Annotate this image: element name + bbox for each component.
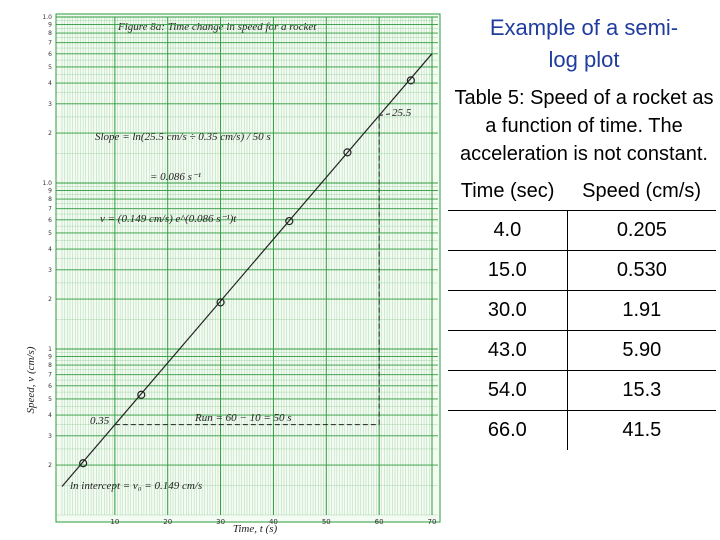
table-cell: 54.0 [448,370,568,411]
panel: Example of a semi-log plot Table 5: Spee… [448,0,720,540]
y-tick-label: 4 [48,246,52,253]
y-tick-label: 2 [48,296,52,303]
y-tick-label: 8 [48,30,52,37]
y-tick-label: 8 [48,196,52,203]
data-point [285,216,294,226]
y-tick-label: 9 [48,354,52,361]
y-tick-label: 5 [48,396,52,403]
annotation: = 0.086 s⁻¹ [150,171,201,183]
y-tick-label: 6 [48,383,52,390]
data-point [216,298,225,307]
y-tick-label: 6 [48,217,52,224]
y-tick-label: 4 [48,412,52,419]
fit-line [61,53,433,487]
data-table: Time (sec) Speed (cm/s) 4.0 0.205 15.0 0.530 3… [448,176,716,450]
annotation: Slope = ln(25.5 cm/s ÷ 0.35 cm/s) / 50 s [95,131,271,143]
x-tick-label: 30 [216,518,225,526]
y-tick-label: 3 [48,433,52,440]
y-tick-label: 8 [48,362,52,369]
y-tick-label: 7 [48,372,52,379]
x-tick-label: 60 [375,518,384,526]
table-row: 15.0 0.530 [448,250,716,291]
data-point [79,459,88,468]
caption-text: : Speed of a rocket as a function of tim… [460,87,714,165]
y-tick-label: 7 [48,206,52,213]
y-tick-label: 9 [48,22,52,29]
y-tick-label: 1.0 [42,14,52,21]
x-tick-label: 10 [110,518,119,526]
annotation: 0.35 [90,415,110,427]
table-row: 66.0 41.5 [448,410,716,450]
table-cell: 30.0 [448,290,568,331]
table-cell: 15.0 [448,250,568,291]
caption: Table 5: Speed of a rocket as a function… [448,84,720,168]
y-tick-label: 3 [48,101,52,108]
slide-title: Example of a semi-log plot [489,15,679,72]
table-cell: 41.5 [567,410,716,450]
x-tick-label: 50 [322,518,331,526]
y-axis-label: Speed, v (cm/s) [25,346,37,413]
table-cell: 15.3 [567,370,716,411]
header-row: Time (sec) Speed (cm/s) [448,176,716,211]
y-tick-label: 5 [48,230,52,237]
y-tick-label: 6 [48,51,52,58]
table-row: 4.0 0.205 [448,210,716,251]
x-tick-label: 20 [163,518,172,526]
table-row: 43.0 5.90 [448,330,716,371]
table-cell: 4.0 [448,210,568,251]
table-cell: 1.91 [567,290,716,331]
y-tick-label: 2 [48,130,52,137]
y-tick-label: 4 [48,80,52,87]
header-cell: Speed (cm/s) [582,180,702,202]
paper [55,13,441,523]
figure-title: Figure 8a: Time change in speed for a ro… [117,21,317,33]
graph-paper: Figure 8a: Time change in speed for a ro… [25,13,441,535]
annotation: ln intercept = v₀ = 0.149 cm/s [70,480,202,492]
rise-line [379,113,393,117]
y-tick-label: 7 [48,40,52,47]
y-tick-label: 2 [48,462,52,469]
annotation: Run = 60 − 10 = 50 s [194,412,292,424]
y-tick-label: 5 [48,64,52,71]
header-cell: Time (sec) [460,180,555,202]
y-tick-label: 1.0 [42,180,52,187]
y-tick-label: 1 [48,346,52,353]
annotation: 25.5 [392,107,412,119]
table-cell: 43.0 [448,330,568,371]
x-axis-label: Time, t (s) [233,523,278,535]
y-tick-label: 3 [48,267,52,274]
data-point [406,76,415,85]
annotation: v = (0.149 cm/s) e^(0.086 s⁻¹)t [100,213,237,225]
y-tick-label: 9 [48,188,52,195]
caption-label: Table 5 [454,87,519,109]
data-point [137,390,146,399]
table-cell: 5.90 [567,330,716,371]
x-tick-label: 70 [428,518,437,526]
x-tick-label: 40 [269,518,278,526]
table-cell: 0.530 [567,250,716,291]
table-row: 30.0 1.91 [448,290,716,331]
table-cell: 66.0 [448,410,568,450]
data-point [343,148,352,157]
table-row: 54.0 15.3 [448,370,716,411]
table-cell: 0.205 [567,210,716,251]
